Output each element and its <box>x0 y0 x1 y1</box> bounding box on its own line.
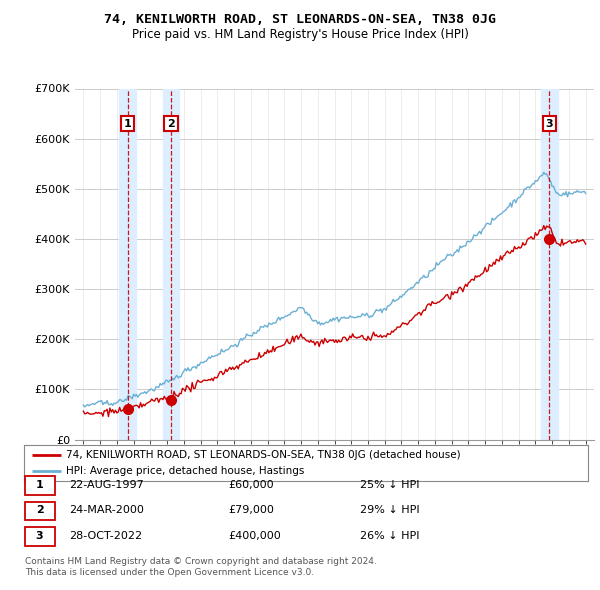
Text: 3: 3 <box>545 119 553 129</box>
Text: Price paid vs. HM Land Registry's House Price Index (HPI): Price paid vs. HM Land Registry's House … <box>131 28 469 41</box>
Text: 26% ↓ HPI: 26% ↓ HPI <box>360 531 419 540</box>
Text: This data is licensed under the Open Government Licence v3.0.: This data is licensed under the Open Gov… <box>25 568 314 577</box>
Bar <box>541 88 557 440</box>
Text: HPI: Average price, detached house, Hastings: HPI: Average price, detached house, Hast… <box>66 466 305 476</box>
Text: 2: 2 <box>36 506 43 515</box>
Text: 3: 3 <box>36 531 43 540</box>
Text: 24-MAR-2000: 24-MAR-2000 <box>69 506 144 515</box>
Text: 22-AUG-1997: 22-AUG-1997 <box>69 480 144 490</box>
Text: £79,000: £79,000 <box>228 506 274 515</box>
Text: £400,000: £400,000 <box>228 531 281 540</box>
Text: 29% ↓ HPI: 29% ↓ HPI <box>360 506 419 515</box>
Text: 1: 1 <box>36 480 43 490</box>
Text: 74, KENILWORTH ROAD, ST LEONARDS-ON-SEA, TN38 0JG (detached house): 74, KENILWORTH ROAD, ST LEONARDS-ON-SEA,… <box>66 450 461 460</box>
Text: 74, KENILWORTH ROAD, ST LEONARDS-ON-SEA, TN38 0JG: 74, KENILWORTH ROAD, ST LEONARDS-ON-SEA,… <box>104 13 496 26</box>
Bar <box>163 88 179 440</box>
Bar <box>119 88 136 440</box>
Text: 1: 1 <box>124 119 131 129</box>
Text: 28-OCT-2022: 28-OCT-2022 <box>69 531 142 540</box>
Text: Contains HM Land Registry data © Crown copyright and database right 2024.: Contains HM Land Registry data © Crown c… <box>25 558 377 566</box>
Text: 2: 2 <box>167 119 175 129</box>
Text: 25% ↓ HPI: 25% ↓ HPI <box>360 480 419 490</box>
Text: £60,000: £60,000 <box>228 480 274 490</box>
